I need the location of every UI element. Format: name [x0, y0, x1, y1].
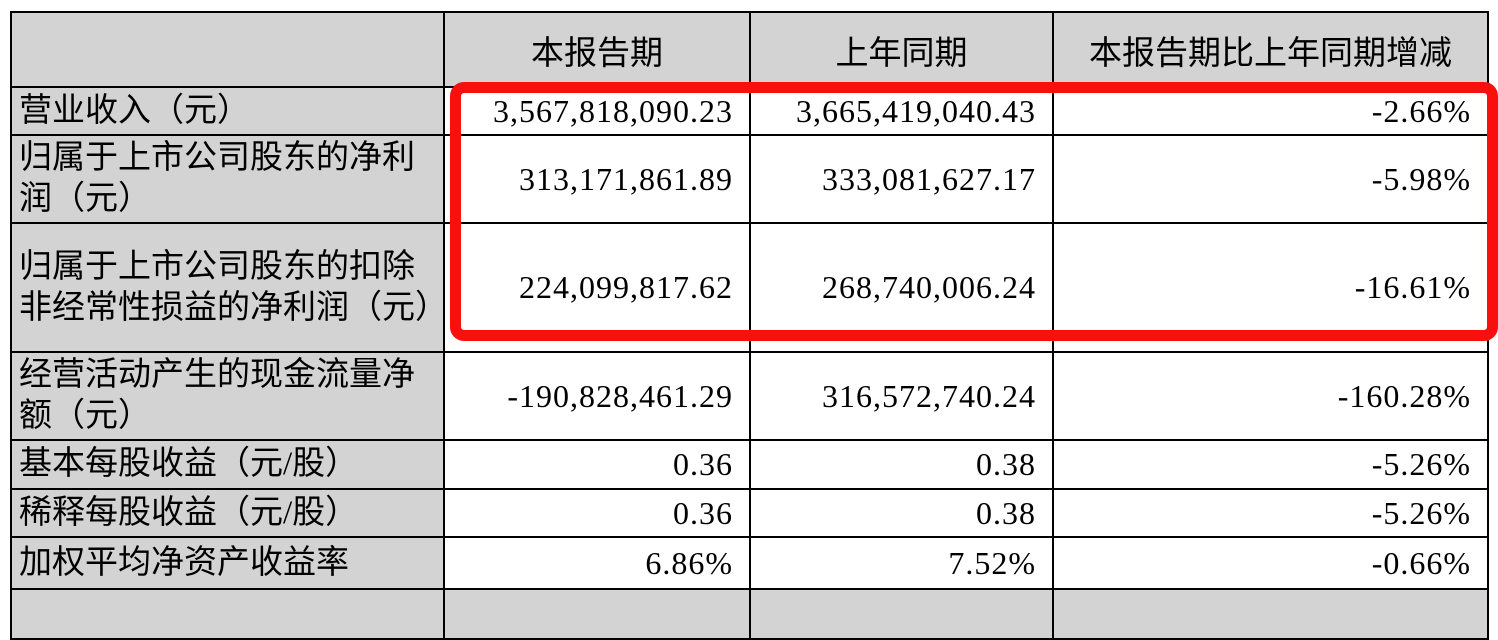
- row-label: 营业收入（元）: [10, 86, 445, 136]
- value-change: -160.28%: [1052, 351, 1489, 441]
- value-change: -16.61%: [1052, 222, 1489, 353]
- row-label: 归属于上市公司股东的净利润（元）: [10, 134, 445, 224]
- header-row: 本报告期 上年同期 本报告期比上年同期增减: [10, 11, 1489, 88]
- table-row-operating-cash-flow: 经营活动产生的现金流量净额（元） -190,828,461.29 316,572…: [10, 351, 1489, 441]
- value-prior: 0.38: [749, 488, 1054, 538]
- value-prior: 7.52%: [749, 536, 1054, 590]
- financial-summary-table: 本报告期 上年同期 本报告期比上年同期增减 营业收入（元） 3,567,818,…: [10, 11, 1489, 640]
- value-current: 6.86%: [443, 536, 751, 590]
- table-row-net-profit: 归属于上市公司股东的净利润（元） 313,171,861.89 333,081,…: [10, 134, 1489, 224]
- value-prior: 268,740,006.24: [749, 222, 1054, 353]
- value-change: -5.98%: [1052, 134, 1489, 224]
- row-label: 经营活动产生的现金流量净额（元）: [10, 351, 445, 441]
- table-row-basic-eps: 基本每股收益（元/股） 0.36 0.38 -5.26%: [10, 439, 1489, 490]
- row-label: 基本每股收益（元/股）: [10, 439, 445, 490]
- value-current: 224,099,817.62: [443, 222, 751, 353]
- value-current: -190,828,461.29: [443, 351, 751, 441]
- value-change: -5.26%: [1052, 439, 1489, 490]
- table-row-revenue: 营业收入（元） 3,567,818,090.23 3,665,419,040.4…: [10, 86, 1489, 136]
- row-label: 加权平均净资产收益率: [10, 536, 445, 590]
- header-cell-prior-period: 上年同期: [749, 11, 1054, 88]
- header-cell-change: 本报告期比上年同期增减: [1052, 11, 1489, 88]
- value-prior: 333,081,627.17: [749, 134, 1054, 224]
- header-cell-blank: [10, 11, 445, 88]
- value-current: 313,171,861.89: [443, 134, 751, 224]
- value-change: -0.66%: [1052, 536, 1489, 590]
- value-current: 0.36: [443, 488, 751, 538]
- value-prior: 3,665,419,040.43: [749, 86, 1054, 136]
- table-row-diluted-eps: 稀释每股收益（元/股） 0.36 0.38 -5.26%: [10, 488, 1489, 538]
- value-prior: 316,572,740.24: [749, 351, 1054, 441]
- value-change: -5.26%: [1052, 488, 1489, 538]
- row-label: 归属于上市公司股东的扣除非经常性损益的净利润（元）: [10, 222, 445, 353]
- value-change: -2.66%: [1052, 86, 1489, 136]
- financial-report-page: 本报告期 上年同期 本报告期比上年同期增减 营业收入（元） 3,567,818,…: [10, 11, 1498, 640]
- row-label: 稀释每股收益（元/股）: [10, 488, 445, 538]
- value-current: 0.36: [443, 439, 751, 490]
- table-row-net-profit-excl-nonrecurring: 归属于上市公司股东的扣除非经常性损益的净利润（元） 224,099,817.62…: [10, 222, 1489, 353]
- header-cell-current-period: 本报告期: [443, 11, 751, 88]
- value-prior: 0.38: [749, 439, 1054, 490]
- value-current: 3,567,818,090.23: [443, 86, 751, 136]
- table-row-weighted-avg-roe: 加权平均净资产收益率 6.86% 7.52% -0.66%: [10, 536, 1489, 590]
